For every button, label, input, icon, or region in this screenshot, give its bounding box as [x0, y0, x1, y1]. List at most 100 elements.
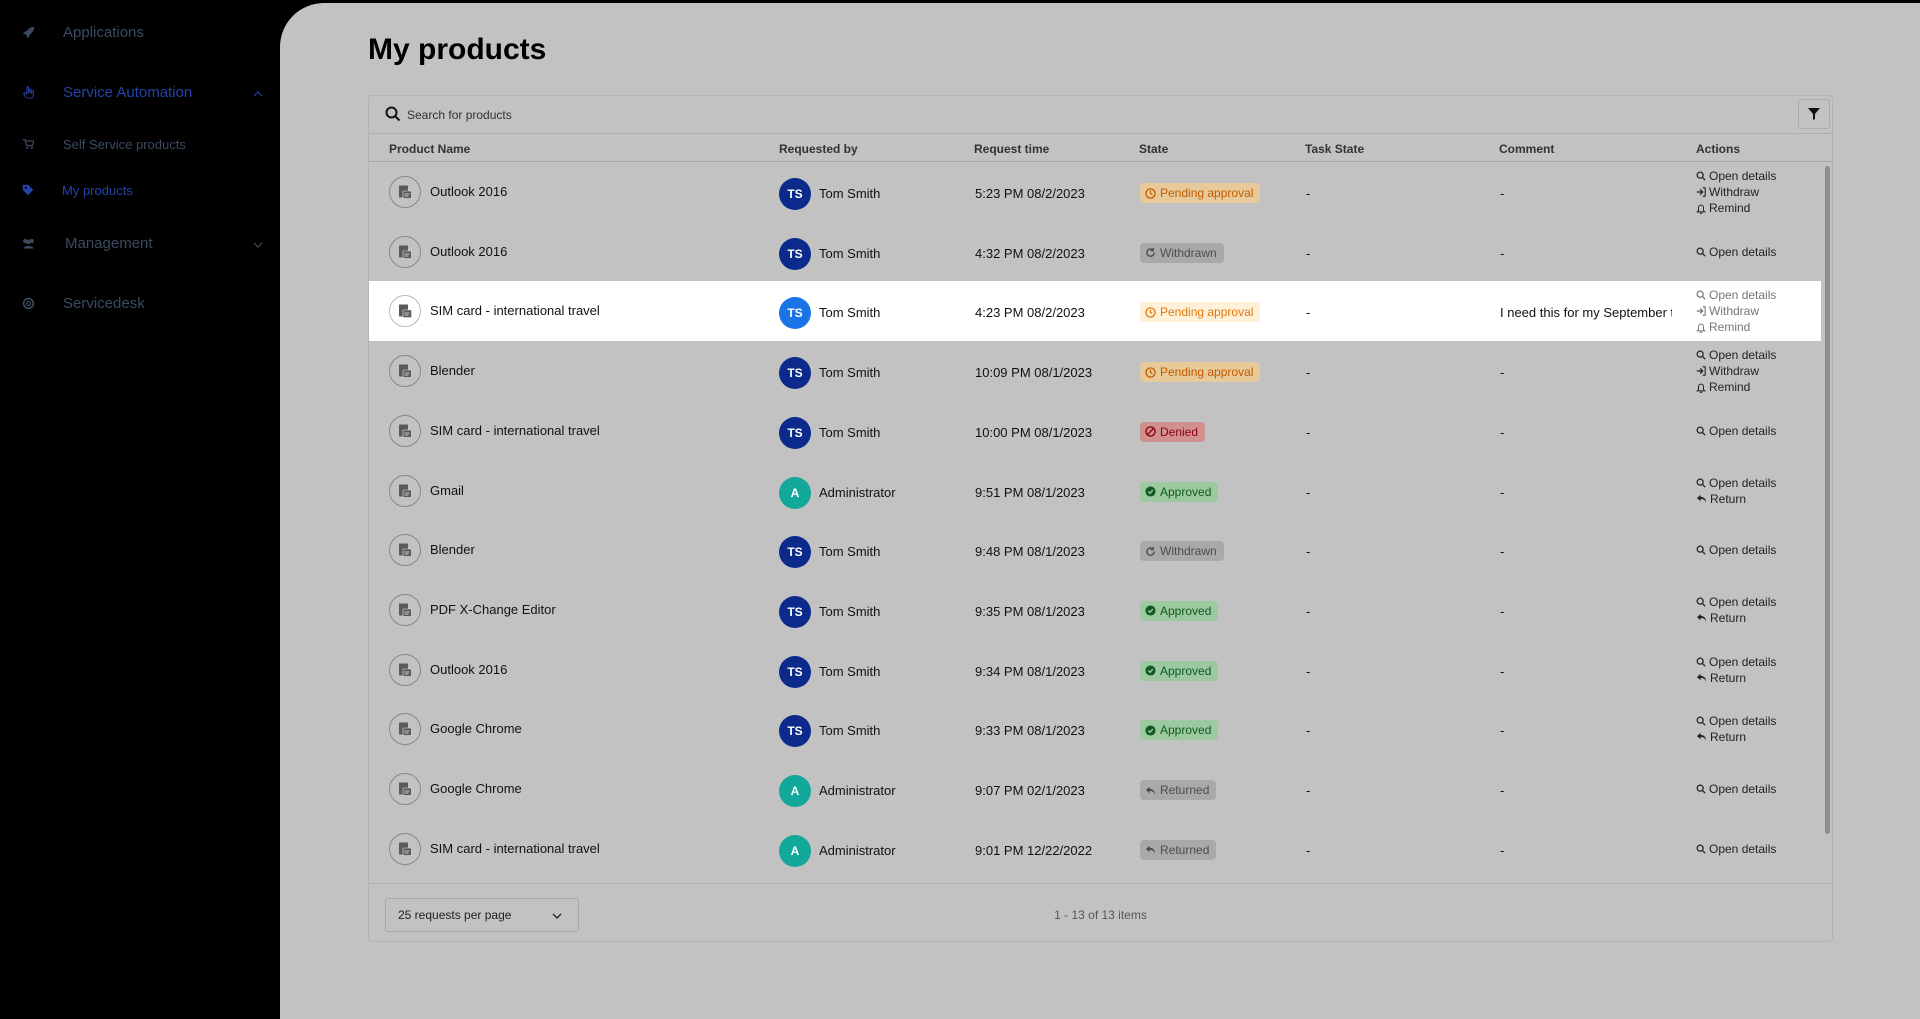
status-label: Approved [1160, 603, 1212, 618]
column-header-requested-by[interactable]: Requested by [779, 142, 858, 156]
sidebar-item-self-service-products[interactable]: Self Service products [0, 124, 280, 164]
product-icon [389, 773, 421, 805]
search-icon [1696, 171, 1706, 181]
filter-button[interactable] [1798, 99, 1830, 129]
open-details-link[interactable]: Open details [1696, 347, 1816, 363]
open-details-link[interactable]: Open details [1696, 244, 1816, 260]
per-page-select[interactable]: 25 requests per page [385, 898, 579, 932]
open-details-link[interactable]: Open details [1696, 168, 1816, 184]
action-label: Open details [1709, 169, 1777, 183]
table-row[interactable]: Blender TS Tom Smith 10:09 PM 08/1/2023 Pend… [369, 341, 1821, 401]
product-icon [389, 593, 421, 626]
product-name[interactable]: Outlook 2016 [430, 184, 508, 199]
action-label: Withdraw [1709, 185, 1760, 199]
column-header-request-time[interactable]: Request time [974, 142, 1050, 156]
return-link[interactable]: Return [1696, 670, 1816, 686]
sidebar-item-servicedesk[interactable]: Servicedesk [0, 283, 280, 323]
action-label: Open details [1709, 475, 1777, 490]
table-row[interactable]: Outlook 2016 TS Tom Smith 9:34 PM 08/1/2023… [369, 640, 1821, 700]
avatar: A [779, 834, 811, 867]
product-name[interactable]: Outlook 2016 [430, 243, 508, 259]
open-details-link[interactable]: Open details [1696, 475, 1816, 491]
withdraw-link[interactable]: Withdraw [1696, 184, 1816, 200]
product-name[interactable]: Blender [430, 363, 475, 379]
requester-name: Administrator [819, 842, 896, 858]
product-name[interactable]: SIM card - international travel [430, 303, 600, 319]
search-icon [1696, 716, 1706, 726]
withdraw-link[interactable]: Withdraw [1696, 363, 1816, 379]
sidebar-item-management[interactable]: Management [0, 223, 280, 263]
redo-icon [1145, 247, 1156, 258]
open-details-link[interactable]: Open details [1696, 287, 1816, 303]
request-time: 10:09 PM 08/1/2023 [975, 365, 1093, 381]
product-name[interactable]: Gmail [430, 482, 464, 498]
open-details-link[interactable]: Open details [1696, 423, 1816, 439]
action-label: Remind [1709, 320, 1751, 335]
action-label: Open details [1709, 782, 1777, 796]
comment: - [1500, 723, 1505, 739]
open-details-link[interactable]: Open details [1696, 654, 1816, 670]
sidebar-item-applications[interactable]: Applications [0, 12, 280, 52]
search-input[interactable] [407, 101, 1607, 129]
table-row[interactable]: SIM card - international travel TS Tom Smi… [369, 281, 1821, 342]
status-label: Returned [1160, 842, 1210, 857]
chevron-down-icon[interactable] [253, 237, 265, 249]
open-details-link[interactable]: Open details [1696, 542, 1816, 558]
row-actions: Open details Return [1696, 640, 1816, 700]
remind-link[interactable]: Remind [1696, 379, 1816, 395]
requester-name: Tom Smith [819, 245, 881, 261]
reply-icon [1145, 844, 1156, 855]
column-header-task-state[interactable]: Task State [1305, 142, 1365, 156]
open-details-link[interactable]: Open details [1696, 594, 1816, 610]
product-name[interactable]: Google Chrome [430, 721, 522, 737]
sidebar-item-label: Service Automation [63, 83, 193, 101]
open-details-link[interactable]: Open details [1696, 841, 1816, 857]
column-header-product-name[interactable]: Product Name [389, 142, 471, 156]
remind-link[interactable]: Remind [1696, 200, 1816, 216]
scrollbar-thumb[interactable] [1825, 166, 1830, 834]
product-icon [389, 534, 421, 567]
table-row[interactable]: Outlook 2016 TS Tom Smith 4:32 PM 08/2/2023… [369, 222, 1821, 282]
product-icon [389, 713, 421, 746]
table-row[interactable]: Blender TS Tom Smith 9:48 PM 08/1/2023 Withd… [369, 520, 1821, 580]
open-details-link[interactable]: Open details [1696, 713, 1816, 729]
chevron-up-icon[interactable] [253, 86, 265, 98]
table-row[interactable]: SIM card - international travel A Administ… [369, 819, 1821, 879]
column-header-state[interactable]: State [1139, 142, 1169, 156]
withdraw-link[interactable]: Withdraw [1696, 303, 1816, 319]
product-name[interactable]: SIM card - international travel [430, 840, 600, 856]
action-label: Return [1710, 730, 1747, 745]
table-row[interactable]: SIM card - international travel TS Tom Smi… [369, 401, 1821, 461]
reply-icon [1696, 494, 1707, 504]
status-label: Withdrawn [1160, 245, 1217, 260]
product-name[interactable]: Outlook 2016 [430, 661, 508, 677]
status-badge: Approved [1140, 660, 1219, 681]
return-link[interactable]: Return [1696, 610, 1816, 626]
column-header-comment[interactable]: Comment [1499, 142, 1555, 156]
request-time: 9:33 PM 08/1/2023 [975, 723, 1085, 739]
sidebar: Applications Service Automation Self Ser… [0, 0, 280, 1019]
table-row[interactable]: Google Chrome A Administrator 9:07 PM 02/1/… [369, 759, 1821, 819]
table-row[interactable]: Gmail A Administrator 9:51 PM 08/1/2023 Appr… [369, 461, 1821, 521]
open-details-link[interactable]: Open details [1696, 781, 1816, 797]
table-row[interactable]: PDF X-Change Editor TS Tom Smith 9:35 PM 08… [369, 580, 1821, 640]
sidebar-item-service-automation[interactable]: Service Automation [0, 72, 280, 112]
task-state: - [1306, 842, 1311, 858]
product-name[interactable]: Google Chrome [430, 781, 522, 796]
action-label: Open details [1709, 654, 1777, 669]
search-icon [1696, 350, 1706, 360]
action-label: Remind [1709, 201, 1751, 215]
task-state: - [1306, 603, 1311, 619]
action-label: Open details [1709, 543, 1777, 558]
table-row[interactable]: Outlook 2016 TS Tom Smith 5:23 PM 08/2/2023… [369, 162, 1821, 222]
sidebar-item-my-products[interactable]: My products [0, 170, 280, 210]
table-row[interactable]: Google Chrome TS Tom Smith 9:33 PM 08/1/202… [369, 699, 1821, 759]
return-link[interactable]: Return [1696, 729, 1816, 745]
return-link[interactable]: Return [1696, 491, 1816, 507]
product-name[interactable]: Blender [430, 542, 475, 558]
product-name[interactable]: PDF X-Change Editor [430, 601, 556, 617]
product-icon [389, 414, 421, 447]
product-name[interactable]: SIM card - international travel [430, 422, 600, 438]
comment: - [1500, 544, 1505, 560]
remind-link[interactable]: Remind [1696, 319, 1816, 335]
